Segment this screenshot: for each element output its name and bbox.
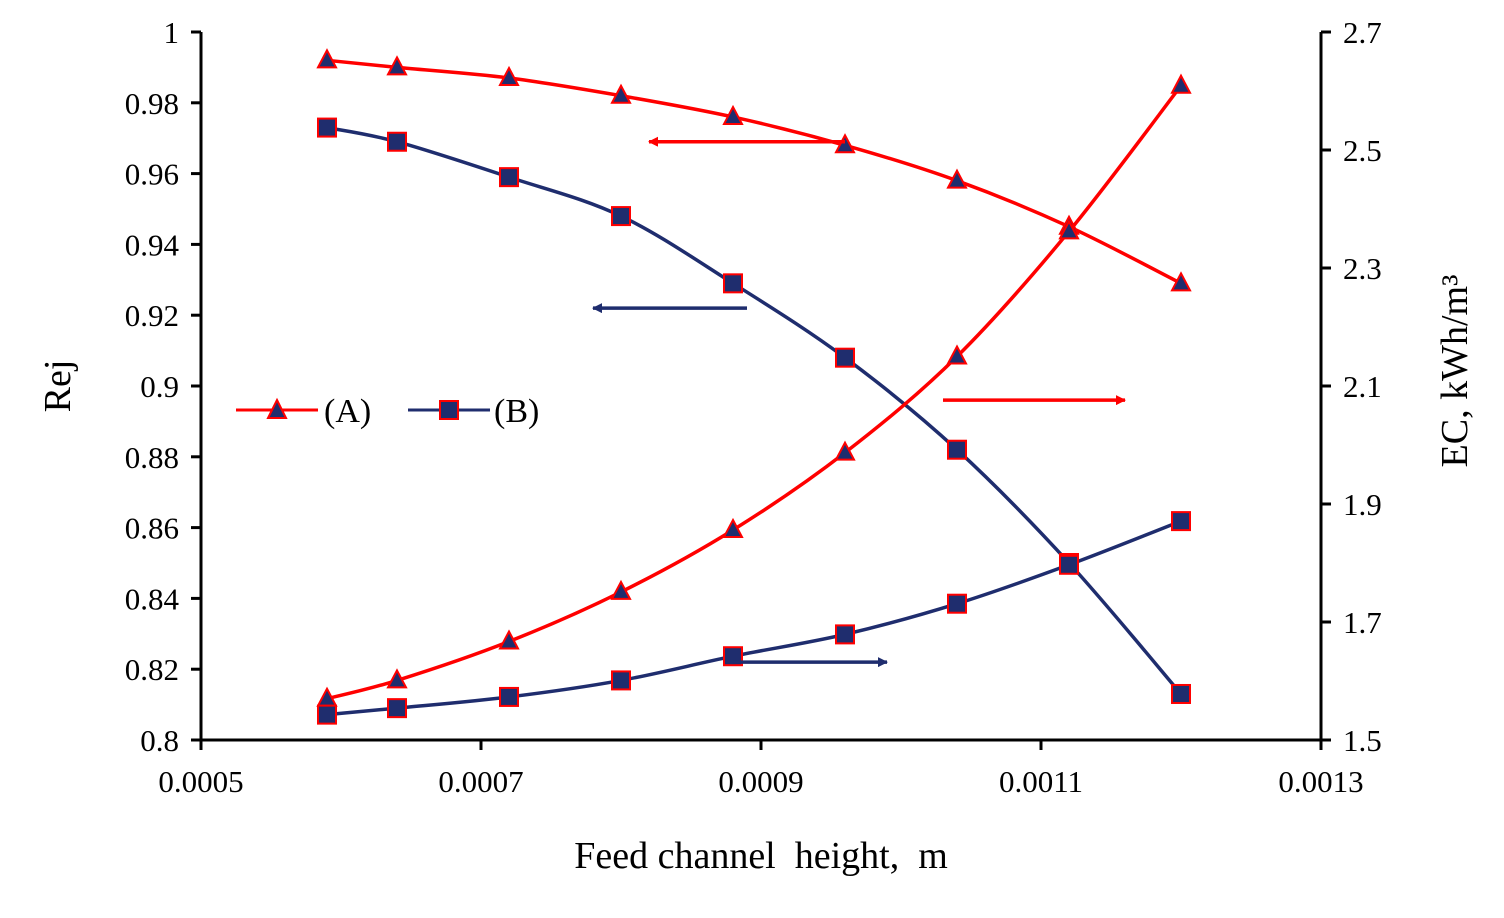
legend-marker-a [266, 397, 288, 419]
legend-marker-b [439, 400, 459, 420]
y2-tick-label: 2.3 [1343, 251, 1382, 286]
x-tick-label: 0.0011 [999, 764, 1083, 799]
y-tick-label: 1 [164, 15, 180, 50]
data-point-square [1059, 554, 1079, 575]
series-2-ec-a [316, 73, 1192, 707]
data-point-square [499, 167, 519, 188]
y2-tick-label: 2.1 [1343, 369, 1382, 404]
y-axis-ticks: 0.8 0.82 0.84 0.86 0.88 0.9 0.92 0.94 0.96 0.98 1 [125, 15, 201, 758]
x-axis-ticks: 0.0005 0.0007 0.0009 0.0011 0.0013 [158, 740, 1364, 799]
data-point-square [317, 117, 337, 138]
data-point-square [947, 593, 967, 614]
data-point-triangle [386, 55, 408, 76]
series-1-rej-b [317, 117, 1191, 704]
data-point-triangle [1170, 73, 1192, 94]
y-tick-label: 0.94 [125, 227, 180, 262]
y-tick-label: 0.8 [140, 723, 179, 758]
data-point-triangle [946, 168, 968, 189]
data-point-square [387, 131, 407, 152]
series-line [326, 58, 1182, 285]
data-point-triangle [498, 629, 520, 650]
x-axis-title: Feed channel height, m [574, 835, 948, 877]
annotation-layer [592, 136, 1126, 668]
data-point-triangle [610, 579, 632, 600]
data-point-square [387, 698, 407, 719]
y-tick-label: 0.86 [125, 511, 179, 546]
data-point-triangle [610, 83, 632, 104]
data-point-square [835, 347, 855, 368]
y-axis-title: Rej [37, 360, 79, 413]
data-point-triangle [386, 668, 408, 689]
data-point-triangle [834, 133, 856, 154]
data-point-triangle [946, 344, 968, 365]
data-point-square [723, 273, 743, 294]
x-tick-label: 0.0007 [438, 764, 523, 799]
y-tick-label: 0.84 [125, 581, 180, 616]
y-tick-label: 0.82 [125, 652, 179, 687]
y2-tick-label: 1.5 [1343, 723, 1382, 758]
series-layer [316, 48, 1192, 725]
legend-label-a: (A) [324, 393, 371, 430]
legend-label-b: (B) [494, 393, 539, 430]
plot-area [199, 32, 1323, 742]
y-tick-label: 0.98 [125, 86, 179, 121]
data-point-square [947, 439, 967, 460]
data-point-triangle [1170, 271, 1192, 292]
data-point-triangle [1058, 219, 1080, 240]
y-tick-label: 0.96 [125, 157, 179, 192]
series-3-ec-b [317, 511, 1191, 725]
data-point-square [499, 686, 519, 707]
series-line [326, 84, 1183, 701]
y-tick-label: 0.92 [125, 298, 179, 333]
series-0-rej-a [316, 48, 1192, 292]
data-point-square [1171, 511, 1191, 532]
x-tick-label: 0.0009 [718, 764, 803, 799]
data-point-square [835, 624, 855, 645]
y2-tick-label: 2.5 [1343, 133, 1382, 168]
data-point-square [611, 670, 631, 691]
data-point-square [611, 206, 631, 227]
series-line [326, 519, 1182, 717]
data-point-triangle [722, 104, 744, 125]
y2-tick-label: 1.9 [1343, 487, 1382, 522]
x-tick-label: 0.0005 [158, 764, 243, 799]
data-point-triangle [722, 517, 744, 538]
data-point-square [317, 704, 337, 725]
data-point-triangle [834, 440, 856, 461]
data-point-square [1171, 683, 1191, 704]
data-point-triangle [498, 65, 520, 87]
legend: (A) (B) [236, 393, 539, 430]
y-tick-label: 0.9 [140, 369, 179, 404]
series-line [326, 125, 1183, 696]
y2-tick-label: 1.7 [1343, 605, 1382, 640]
y-tick-label: 0.88 [125, 440, 179, 475]
x-tick-label: 0.0013 [1278, 764, 1363, 799]
y2-axis-ticks: 1.5 1.7 1.9 2.1 2.3 2.5 2.7 [1321, 15, 1382, 758]
y2-axis-title: EC, kWh/m³ [1434, 275, 1476, 468]
data-point-triangle [316, 48, 338, 69]
y2-tick-label: 2.7 [1343, 15, 1382, 50]
